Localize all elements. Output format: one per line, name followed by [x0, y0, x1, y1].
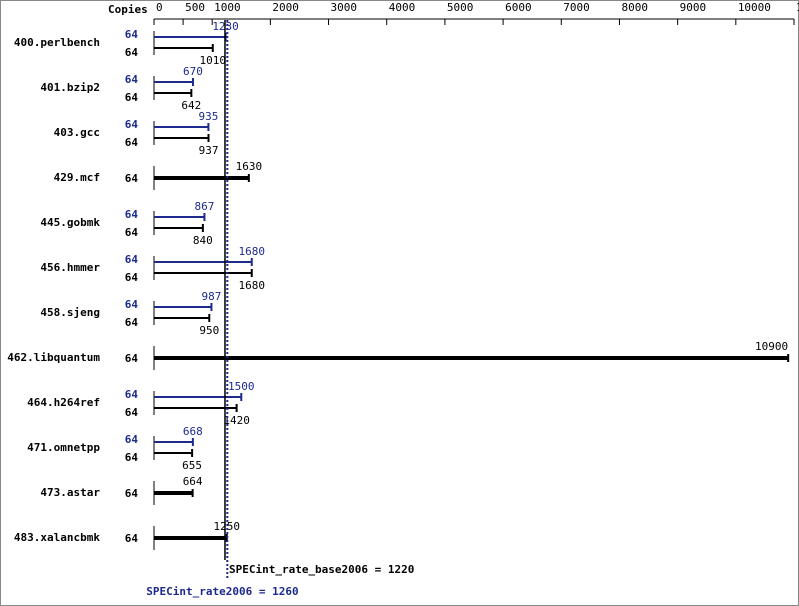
x-tick-label: 0 [156, 1, 163, 14]
category-label: 400.perlbench [14, 36, 100, 49]
value-label: 987 [201, 290, 221, 303]
value-label: 668 [183, 425, 203, 438]
x-tick-label: 3000 [331, 1, 358, 14]
category-label: 471.omnetpp [27, 441, 100, 454]
copies-label: 64 [125, 118, 139, 131]
axis-label: Copies [108, 3, 148, 16]
copies-label: 64 [125, 388, 139, 401]
x-tick-label: 500 [185, 1, 205, 14]
category-label: 429.mcf [54, 171, 100, 184]
value-label: 1420 [223, 414, 250, 427]
copies-label: 64 [125, 136, 139, 149]
copies-label: 64 [125, 172, 139, 185]
copies-label: 64 [125, 352, 139, 365]
value-label: 1500 [228, 380, 255, 393]
x-tick-label: 6000 [505, 1, 532, 14]
x-tick-label: 11000 [796, 1, 799, 14]
copies-label: 64 [125, 298, 139, 311]
copies-label: 64 [125, 208, 139, 221]
reference-label: SPECint_rate_base2006 = 1220 [229, 563, 414, 576]
x-tick-label: 9000 [680, 1, 707, 14]
category-label: 458.sjeng [40, 306, 100, 319]
x-tick-label: 5000 [447, 1, 474, 14]
copies-label: 64 [125, 406, 139, 419]
category-label: 445.gobmk [40, 216, 100, 229]
copies-label: 64 [125, 451, 139, 464]
value-label: 867 [195, 200, 215, 213]
copies-label: 64 [125, 433, 139, 446]
value-label: 840 [193, 234, 213, 247]
category-label: 401.bzip2 [40, 81, 100, 94]
copies-label: 64 [125, 532, 139, 545]
value-label: 1250 [213, 520, 240, 533]
category-label: 473.astar [40, 486, 100, 499]
value-label: 642 [181, 99, 201, 112]
value-label: 664 [183, 475, 203, 488]
copies-label: 64 [125, 73, 139, 86]
value-label: 670 [183, 65, 203, 78]
copies-label: 64 [125, 487, 139, 500]
value-label: 950 [199, 324, 219, 337]
value-label: 1630 [236, 160, 263, 173]
value-label: 937 [199, 144, 219, 157]
value-label: 1680 [238, 245, 265, 258]
value-label: 935 [198, 110, 218, 123]
x-tick-label: 2000 [272, 1, 299, 14]
copies-label: 64 [125, 226, 139, 239]
value-label: 10900 [755, 340, 788, 353]
copies-label: 64 [125, 46, 139, 59]
copies-label: 64 [125, 316, 139, 329]
category-label: 464.h264ref [27, 396, 100, 409]
x-tick-label: 8000 [621, 1, 648, 14]
value-label: 1010 [200, 54, 227, 67]
copies-label: 64 [125, 253, 139, 266]
reference-label: SPECint_rate2006 = 1260 [146, 585, 298, 598]
category-label: 462.libquantum [7, 351, 100, 364]
copies-label: 64 [125, 271, 139, 284]
category-label: 483.xalancbmk [14, 531, 100, 544]
x-tick-label: 1000 [214, 1, 241, 14]
value-label: 655 [182, 459, 202, 472]
value-label: 1680 [238, 279, 265, 292]
x-tick-label: 7000 [563, 1, 590, 14]
category-label: 403.gcc [54, 126, 100, 139]
copies-label: 64 [125, 28, 139, 41]
x-tick-label: 10000 [738, 1, 771, 14]
category-label: 456.hmmer [40, 261, 100, 274]
x-tick-label: 4000 [389, 1, 416, 14]
copies-label: 64 [125, 91, 139, 104]
